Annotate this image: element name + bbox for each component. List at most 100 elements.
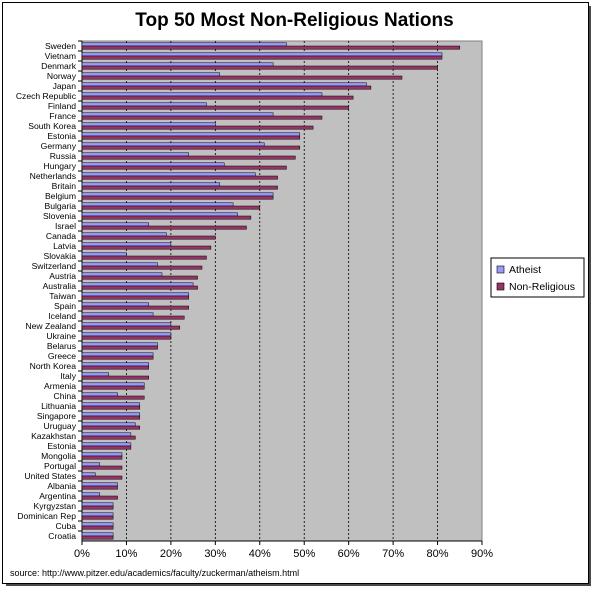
bar-non-religious bbox=[81, 145, 301, 150]
bar-non-religious bbox=[81, 405, 141, 410]
bar-non-religious bbox=[81, 485, 118, 490]
category-label: Dominican Rep bbox=[17, 511, 76, 521]
category-label: Portugal bbox=[44, 461, 76, 471]
bar-atheist bbox=[81, 202, 234, 207]
category-label: Finland bbox=[48, 101, 76, 111]
category-label: Uruguay bbox=[44, 421, 77, 431]
category-label: Japan bbox=[53, 81, 77, 91]
bar-atheist bbox=[81, 392, 118, 397]
category-label: Estonia bbox=[47, 131, 76, 141]
legend bbox=[490, 257, 585, 298]
category-label: North Korea bbox=[30, 361, 77, 371]
bar-non-religious bbox=[81, 105, 349, 110]
category-label: Netherlands bbox=[30, 171, 76, 181]
bar-non-religious bbox=[81, 345, 158, 350]
bar-atheist bbox=[81, 522, 114, 527]
bar-atheist bbox=[81, 442, 132, 447]
category-label: Canada bbox=[46, 231, 76, 241]
bar-non-religious bbox=[81, 425, 141, 430]
x-tick-label: 90% bbox=[471, 548, 493, 560]
bar-atheist bbox=[81, 382, 145, 387]
bar-atheist bbox=[81, 62, 274, 67]
bar-atheist bbox=[81, 462, 101, 467]
bar-atheist bbox=[81, 322, 172, 327]
bar-atheist bbox=[81, 212, 238, 217]
bar-atheist bbox=[81, 252, 127, 257]
bar-atheist bbox=[81, 182, 221, 187]
bar-non-religious bbox=[81, 275, 198, 280]
bar-non-religious bbox=[81, 465, 123, 470]
category-label: Austria bbox=[49, 271, 76, 281]
category-label: France bbox=[49, 111, 76, 121]
category-label: Kyrgyzstan bbox=[33, 501, 76, 511]
category-label: Britain bbox=[52, 181, 77, 191]
bar-atheist bbox=[81, 152, 189, 157]
bar-non-religious bbox=[81, 75, 403, 80]
bar-atheist bbox=[81, 512, 114, 517]
category-label: Norway bbox=[47, 71, 77, 81]
bar-non-religious bbox=[81, 335, 172, 340]
bar-non-religious bbox=[81, 305, 189, 310]
legend-label-atheist: Atheist bbox=[509, 264, 541, 276]
category-label: Germany bbox=[41, 141, 77, 151]
bar-atheist bbox=[81, 412, 141, 417]
category-label: Switzerland bbox=[32, 261, 77, 271]
category-label: Lithuania bbox=[41, 401, 76, 411]
category-label: Albania bbox=[47, 481, 76, 491]
x-tick-label: 20% bbox=[160, 548, 182, 560]
bar-non-religious bbox=[81, 445, 132, 450]
bar-atheist bbox=[81, 92, 323, 97]
category-label: Kazakhstan bbox=[31, 431, 76, 441]
category-label: Hungary bbox=[44, 161, 77, 171]
bar-atheist bbox=[81, 312, 154, 317]
bar-non-religious bbox=[81, 65, 438, 70]
bar-atheist bbox=[81, 132, 301, 137]
category-label: United States bbox=[24, 471, 76, 481]
bar-atheist bbox=[81, 192, 274, 197]
category-label: Russia bbox=[50, 151, 76, 161]
category-label: Belarus bbox=[47, 341, 76, 351]
bar-atheist bbox=[81, 272, 163, 277]
category-label: Czech Republic bbox=[16, 91, 77, 101]
category-label: Mongolia bbox=[41, 451, 76, 461]
bar-non-religious bbox=[81, 325, 181, 330]
bar-non-religious bbox=[81, 455, 123, 460]
x-tick-label: 40% bbox=[249, 548, 271, 560]
bar-atheist bbox=[81, 482, 118, 487]
bar-atheist bbox=[81, 492, 101, 497]
bar-atheist bbox=[81, 422, 136, 427]
bar-non-religious bbox=[81, 515, 114, 520]
bar-non-religious bbox=[81, 95, 354, 100]
bar-non-religious bbox=[81, 225, 247, 230]
category-label: Australia bbox=[43, 281, 77, 291]
bar-atheist bbox=[81, 122, 216, 127]
bar-atheist bbox=[81, 262, 158, 267]
bar-non-religious bbox=[81, 115, 323, 120]
bar-non-religious bbox=[81, 375, 149, 380]
category-label: Greece bbox=[48, 351, 76, 361]
category-label: Taiwan bbox=[49, 291, 76, 301]
bar-non-religious bbox=[81, 265, 203, 270]
category-label: Singapore bbox=[37, 411, 76, 421]
bar-non-religious bbox=[81, 125, 314, 130]
category-label: Cuba bbox=[55, 521, 76, 531]
bar-non-religious bbox=[81, 315, 185, 320]
bar-non-religious bbox=[81, 45, 461, 50]
category-label: Israel bbox=[55, 221, 76, 231]
bar-atheist bbox=[81, 82, 367, 87]
bar-atheist bbox=[81, 292, 189, 297]
bar-atheist bbox=[81, 332, 172, 337]
bar-non-religious bbox=[81, 475, 123, 480]
bar-non-religious bbox=[81, 205, 261, 210]
category-label: Armenia bbox=[44, 381, 76, 391]
category-label: Slovenia bbox=[43, 211, 76, 221]
legend-label-non-religious: Non-Religious bbox=[509, 281, 575, 293]
category-label: Argentina bbox=[39, 491, 76, 501]
bar-non-religious bbox=[81, 155, 296, 160]
x-tick-label: 30% bbox=[204, 548, 226, 560]
bar-atheist bbox=[81, 102, 207, 107]
bar-atheist bbox=[81, 532, 114, 537]
category-label: New Zealand bbox=[25, 321, 76, 331]
category-label: Italy bbox=[60, 371, 76, 381]
